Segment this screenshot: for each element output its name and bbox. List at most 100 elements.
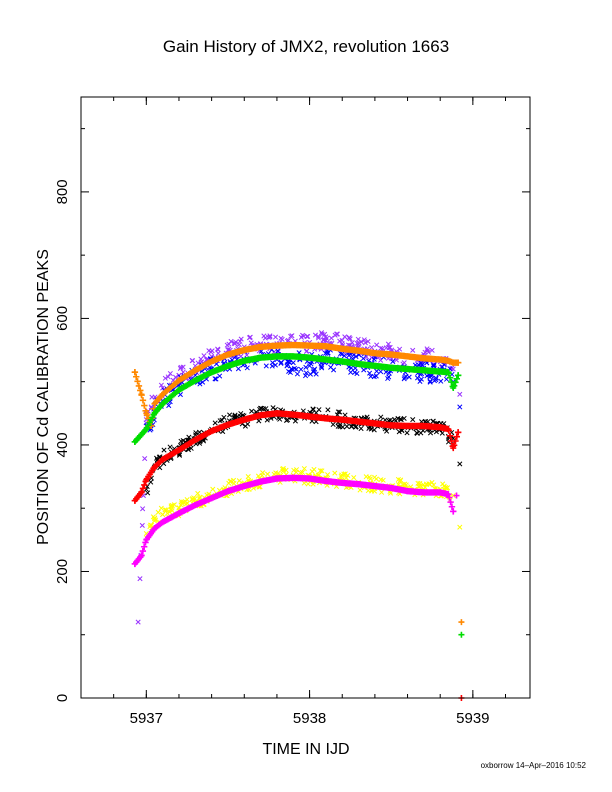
data-point <box>301 466 307 472</box>
data-point <box>396 429 402 435</box>
data-point <box>264 471 271 477</box>
data-point <box>373 476 379 482</box>
y-tick-label: 800 <box>54 179 71 204</box>
data-point <box>152 515 158 521</box>
data-point <box>167 370 173 377</box>
data-point <box>453 375 461 383</box>
data-point <box>332 470 338 476</box>
data-point <box>360 355 366 362</box>
data-point <box>227 412 233 418</box>
data-point <box>349 423 355 429</box>
data-point <box>147 522 154 528</box>
data-point <box>275 348 281 354</box>
y-axis-label: POSITION OF Cd CALIBRATION PEAKS <box>35 249 52 545</box>
data-point <box>197 381 203 387</box>
data-point <box>354 370 360 377</box>
data-point <box>178 438 184 444</box>
data-point <box>387 490 394 496</box>
data-point <box>238 336 244 342</box>
data-point <box>195 360 201 366</box>
data-point <box>263 406 269 412</box>
data-point <box>387 344 393 351</box>
data-point <box>139 522 145 529</box>
data-point <box>330 421 336 428</box>
data-point <box>198 356 204 362</box>
data-marks <box>131 330 465 701</box>
data-point <box>263 363 269 369</box>
data-point <box>452 379 459 386</box>
data-point <box>429 347 435 353</box>
data-point <box>378 477 384 483</box>
data-point <box>262 335 268 341</box>
data-point <box>365 338 371 345</box>
series <box>131 341 465 626</box>
data-point <box>348 365 354 371</box>
x-tick-label: 5939 <box>456 710 489 727</box>
data-point <box>337 338 343 344</box>
data-point <box>285 417 291 423</box>
data-point <box>402 374 408 380</box>
data-point <box>379 489 385 495</box>
data-point <box>303 348 309 355</box>
data-point <box>328 335 334 341</box>
data-point <box>311 466 317 473</box>
data-point <box>219 417 225 423</box>
data-point <box>319 468 325 474</box>
data-point <box>303 364 309 370</box>
data-point <box>458 619 465 626</box>
data-point <box>210 486 216 492</box>
y-tick-label: 0 <box>54 694 71 702</box>
data-point <box>226 341 232 347</box>
data-point <box>139 397 147 404</box>
y-tick-label: 600 <box>54 306 71 331</box>
y-tick-label: 200 <box>54 559 71 584</box>
data-point <box>356 340 362 346</box>
data-point <box>300 332 306 338</box>
data-point <box>427 378 433 384</box>
data-point <box>427 379 433 385</box>
data-point <box>264 417 270 423</box>
data-point <box>368 373 374 380</box>
data-point <box>339 472 345 478</box>
data-point <box>363 354 370 360</box>
y-tick-label: 400 <box>54 432 71 457</box>
data-point <box>196 429 203 435</box>
data-point <box>450 442 458 449</box>
data-point <box>177 392 183 398</box>
data-point <box>317 468 323 474</box>
footer-credit: oxborrow 14–Apr–2016 10:52 <box>481 761 587 770</box>
data-point <box>397 416 403 422</box>
data-point <box>246 335 253 341</box>
data-point <box>369 344 375 351</box>
data-point <box>289 366 295 372</box>
data-point <box>142 455 148 462</box>
data-point <box>453 492 460 499</box>
data-point <box>299 469 306 476</box>
data-point <box>433 375 439 381</box>
data-point <box>401 415 407 421</box>
data-point <box>173 374 179 380</box>
data-point <box>324 350 331 356</box>
data-point <box>189 358 195 364</box>
data-point <box>315 333 321 339</box>
x-tick-label: 5938 <box>293 710 326 727</box>
data-point <box>293 366 299 372</box>
data-point <box>258 405 265 412</box>
data-point <box>319 365 325 371</box>
data-point <box>404 430 410 436</box>
data-point <box>390 358 396 365</box>
data-point <box>161 447 167 453</box>
x-axis-label: TIME IN IJD <box>262 741 349 758</box>
data-point <box>235 366 242 372</box>
data-point <box>134 378 141 385</box>
data-point <box>443 485 449 491</box>
data-point <box>155 509 161 515</box>
data-point <box>245 421 251 427</box>
data-point <box>302 373 309 379</box>
data-point <box>457 461 463 467</box>
data-point <box>178 502 184 508</box>
data-point <box>137 387 144 394</box>
data-point <box>422 484 428 490</box>
data-point <box>180 369 186 375</box>
data-point <box>158 505 164 511</box>
